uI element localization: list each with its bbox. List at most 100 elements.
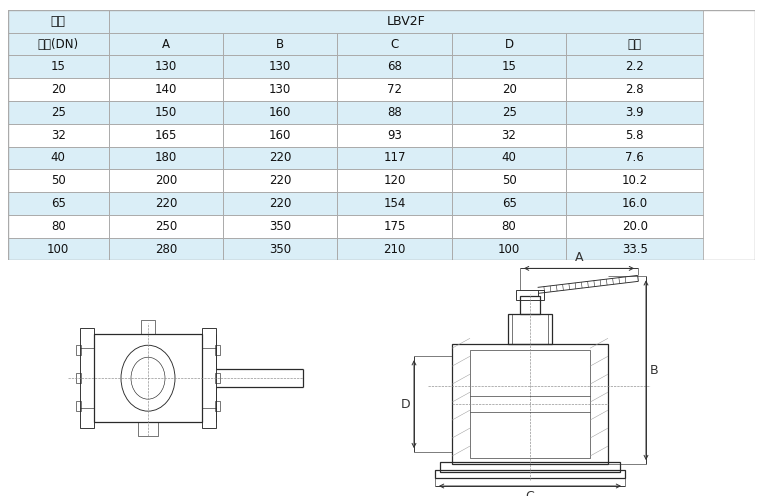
Text: LBV2F: LBV2F xyxy=(387,15,425,28)
Bar xyxy=(520,296,540,314)
FancyBboxPatch shape xyxy=(223,238,337,260)
Bar xyxy=(435,470,625,478)
Text: A: A xyxy=(574,251,583,264)
FancyBboxPatch shape xyxy=(452,124,566,146)
FancyBboxPatch shape xyxy=(8,238,109,260)
FancyBboxPatch shape xyxy=(452,169,566,192)
FancyBboxPatch shape xyxy=(452,192,566,215)
Text: 180: 180 xyxy=(155,151,177,165)
FancyBboxPatch shape xyxy=(452,78,566,101)
Text: 15: 15 xyxy=(51,61,66,73)
Text: 7.6: 7.6 xyxy=(625,151,644,165)
Text: B: B xyxy=(650,364,659,377)
Text: 220: 220 xyxy=(269,151,291,165)
FancyBboxPatch shape xyxy=(337,101,452,124)
FancyBboxPatch shape xyxy=(566,33,703,56)
Text: C: C xyxy=(390,38,399,51)
Text: 140: 140 xyxy=(155,83,177,96)
Text: 220: 220 xyxy=(269,197,291,210)
FancyBboxPatch shape xyxy=(223,33,337,56)
Text: 350: 350 xyxy=(269,243,291,255)
Bar xyxy=(141,320,155,334)
Text: 型号: 型号 xyxy=(51,15,66,28)
Text: 72: 72 xyxy=(387,83,402,96)
Text: 280: 280 xyxy=(155,243,177,255)
Text: 80: 80 xyxy=(51,220,65,233)
FancyBboxPatch shape xyxy=(109,33,223,56)
FancyBboxPatch shape xyxy=(566,192,703,215)
FancyBboxPatch shape xyxy=(223,101,337,124)
Text: 130: 130 xyxy=(155,61,177,73)
Text: 100: 100 xyxy=(47,243,69,255)
FancyBboxPatch shape xyxy=(337,146,452,169)
Text: 160: 160 xyxy=(269,106,291,119)
Bar xyxy=(138,422,158,436)
FancyBboxPatch shape xyxy=(337,33,452,56)
Text: 65: 65 xyxy=(51,197,66,210)
FancyBboxPatch shape xyxy=(109,146,223,169)
FancyBboxPatch shape xyxy=(566,124,703,146)
Bar xyxy=(452,344,608,464)
Text: 80: 80 xyxy=(502,220,516,233)
Text: 210: 210 xyxy=(384,243,406,255)
FancyBboxPatch shape xyxy=(452,56,566,78)
Text: 50: 50 xyxy=(502,174,516,187)
Bar xyxy=(516,290,544,301)
FancyBboxPatch shape xyxy=(8,101,109,124)
Text: 32: 32 xyxy=(51,128,66,142)
FancyBboxPatch shape xyxy=(566,169,703,192)
Text: 150: 150 xyxy=(155,106,177,119)
Text: 120: 120 xyxy=(384,174,406,187)
FancyBboxPatch shape xyxy=(8,169,109,192)
FancyBboxPatch shape xyxy=(337,238,452,260)
Text: 117: 117 xyxy=(384,151,406,165)
FancyBboxPatch shape xyxy=(8,78,109,101)
Text: 3.9: 3.9 xyxy=(625,106,644,119)
Bar xyxy=(470,350,590,458)
FancyBboxPatch shape xyxy=(109,101,223,124)
Text: 88: 88 xyxy=(387,106,402,119)
FancyBboxPatch shape xyxy=(223,215,337,238)
Text: 220: 220 xyxy=(155,197,177,210)
FancyBboxPatch shape xyxy=(8,10,109,33)
Text: 68: 68 xyxy=(387,61,402,73)
FancyBboxPatch shape xyxy=(337,78,452,101)
FancyBboxPatch shape xyxy=(223,124,337,146)
Text: 175: 175 xyxy=(384,220,406,233)
Text: 130: 130 xyxy=(269,61,291,73)
Text: 130: 130 xyxy=(269,83,291,96)
Bar xyxy=(76,401,81,411)
FancyBboxPatch shape xyxy=(109,215,223,238)
Bar xyxy=(76,373,81,383)
FancyBboxPatch shape xyxy=(223,169,337,192)
Text: 200: 200 xyxy=(155,174,177,187)
Text: 160: 160 xyxy=(269,128,291,142)
FancyBboxPatch shape xyxy=(566,215,703,238)
FancyBboxPatch shape xyxy=(452,101,566,124)
FancyBboxPatch shape xyxy=(566,146,703,169)
FancyBboxPatch shape xyxy=(8,124,109,146)
FancyBboxPatch shape xyxy=(223,192,337,215)
FancyBboxPatch shape xyxy=(8,56,109,78)
Text: C: C xyxy=(525,490,535,496)
Text: 65: 65 xyxy=(502,197,516,210)
Bar xyxy=(76,345,81,355)
FancyBboxPatch shape xyxy=(566,101,703,124)
Text: 25: 25 xyxy=(51,106,66,119)
FancyBboxPatch shape xyxy=(337,56,452,78)
Text: B: B xyxy=(276,38,285,51)
Text: 350: 350 xyxy=(269,220,291,233)
Text: 250: 250 xyxy=(155,220,177,233)
FancyBboxPatch shape xyxy=(337,169,452,192)
Bar xyxy=(215,345,220,355)
Text: 154: 154 xyxy=(384,197,406,210)
Bar xyxy=(80,328,94,428)
Text: 5.8: 5.8 xyxy=(625,128,644,142)
FancyBboxPatch shape xyxy=(337,215,452,238)
FancyBboxPatch shape xyxy=(566,56,703,78)
FancyBboxPatch shape xyxy=(109,78,223,101)
Text: 10.2: 10.2 xyxy=(622,174,648,187)
FancyBboxPatch shape xyxy=(337,192,452,215)
FancyBboxPatch shape xyxy=(109,169,223,192)
Text: 重量: 重量 xyxy=(627,38,642,51)
